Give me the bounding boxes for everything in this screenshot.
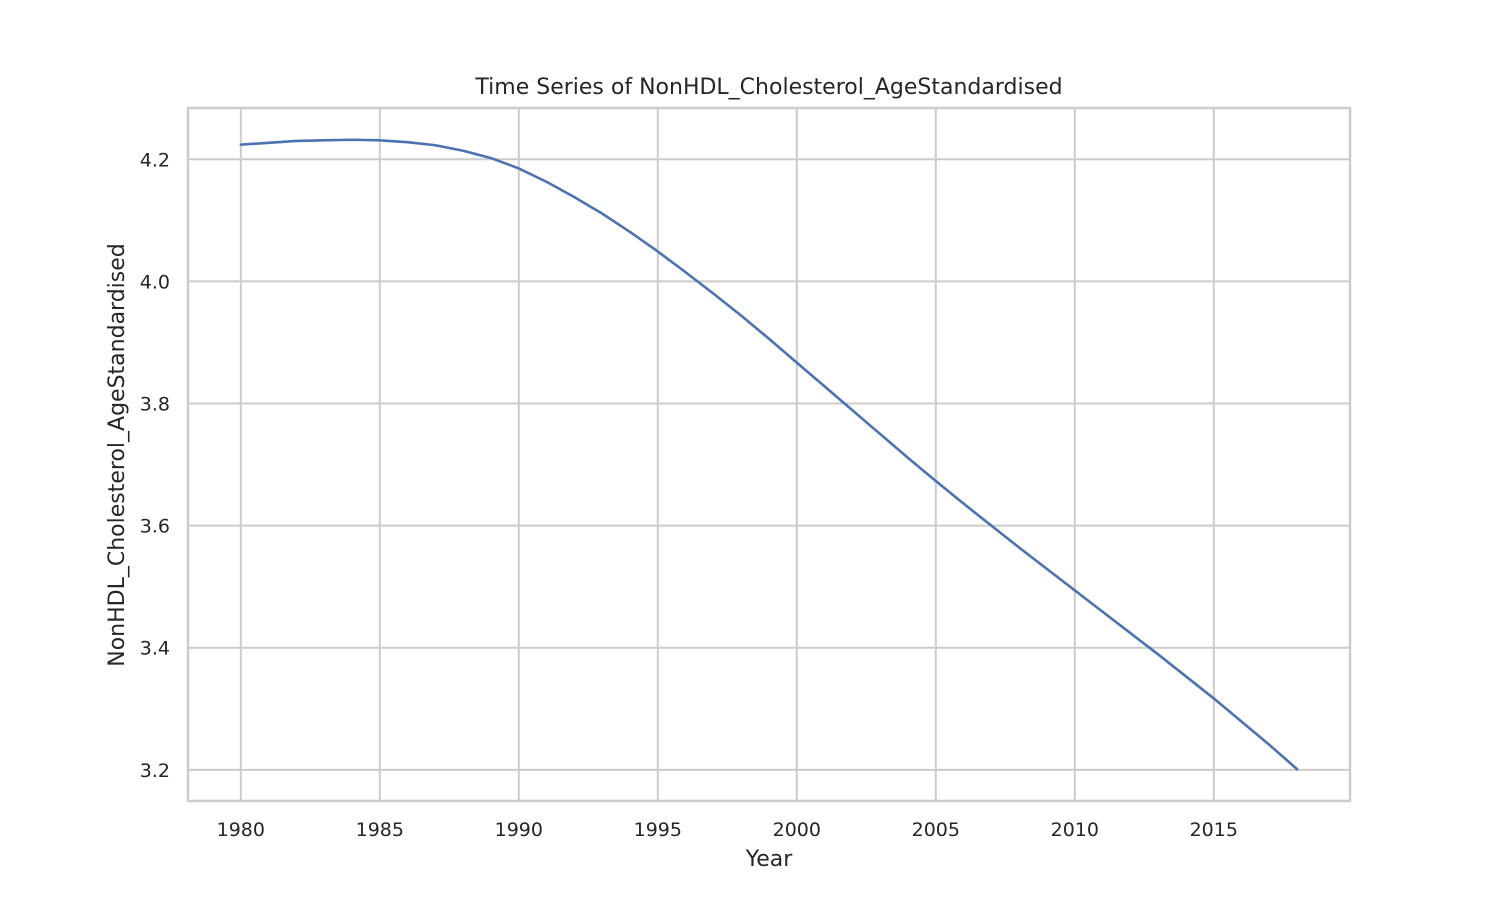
x-axis-label: Year bbox=[745, 847, 794, 872]
plot-frame bbox=[186, 106, 1352, 803]
x-tick-label: 2005 bbox=[912, 819, 960, 841]
x-tick-label: 2000 bbox=[773, 819, 821, 841]
series-line bbox=[239, 138, 1299, 771]
chart-title: Time Series of NonHDL_Cholesterol_AgeSta… bbox=[474, 75, 1062, 100]
x-tick-label: 1990 bbox=[495, 819, 543, 841]
x-tick-label: 2015 bbox=[1190, 819, 1238, 841]
x-tick-label: 1985 bbox=[356, 819, 404, 841]
grid-lines bbox=[188, 108, 1350, 801]
y-tick-label: 3.8 bbox=[140, 394, 170, 416]
x-tick-labels: 1980 1985 1990 1995 2000 2005 2010 2015 bbox=[217, 819, 1238, 841]
y-tick-label: 3.4 bbox=[140, 638, 170, 660]
x-tick-label: 1980 bbox=[217, 819, 265, 841]
y-axis-label: NonHDL_Cholesterol_AgeStandardised bbox=[105, 243, 130, 666]
x-tick-label: 2010 bbox=[1051, 819, 1099, 841]
y-tick-labels: 3.2 3.4 3.6 3.8 4.0 4.2 bbox=[140, 149, 170, 782]
y-tick-label: 4.0 bbox=[140, 271, 170, 293]
y-tick-label: 3.2 bbox=[140, 760, 170, 782]
y-tick-label: 4.2 bbox=[140, 149, 170, 171]
series-group bbox=[239, 138, 1299, 771]
y-tick-label: 3.6 bbox=[140, 516, 170, 538]
x-tick-label: 1995 bbox=[634, 819, 682, 841]
